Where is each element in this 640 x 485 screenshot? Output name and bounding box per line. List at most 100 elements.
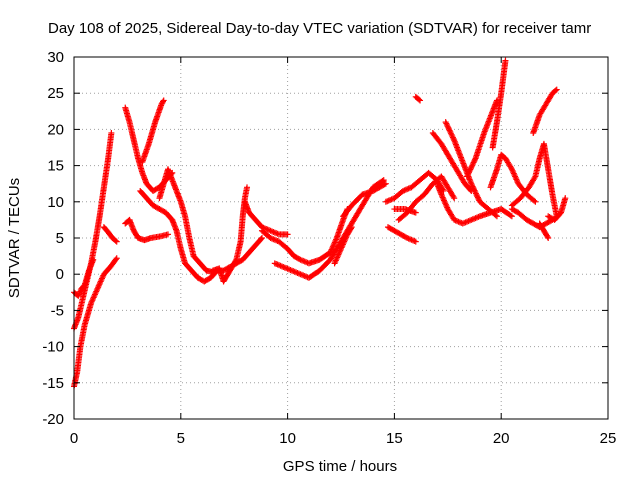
x-tick-label: 25 bbox=[600, 430, 617, 447]
data-point bbox=[160, 98, 166, 105]
data-point bbox=[447, 130, 454, 137]
data-point bbox=[470, 159, 477, 166]
data-point bbox=[531, 174, 538, 181]
data-point bbox=[492, 212, 499, 219]
y-tick-label: 20 bbox=[47, 121, 64, 138]
data-point bbox=[471, 156, 478, 163]
data-point bbox=[465, 169, 472, 176]
data-track bbox=[214, 235, 265, 274]
data-point bbox=[380, 177, 387, 184]
data-point bbox=[381, 181, 388, 188]
data-point bbox=[471, 187, 478, 194]
data-track bbox=[71, 255, 120, 390]
data-point bbox=[417, 97, 424, 104]
data-point bbox=[108, 130, 115, 137]
data-track bbox=[156, 166, 216, 276]
x-tick-label: 5 bbox=[177, 430, 185, 447]
data-track bbox=[536, 220, 552, 241]
data-track bbox=[382, 169, 447, 205]
data-point bbox=[445, 126, 452, 133]
x-axis-label: GPS time / hours bbox=[283, 458, 397, 475]
data-track bbox=[100, 224, 120, 245]
data-track bbox=[508, 140, 560, 220]
grid bbox=[74, 57, 608, 419]
x-tick-label: 10 bbox=[279, 430, 296, 447]
data-track bbox=[241, 198, 291, 238]
data-point bbox=[468, 163, 475, 170]
data-point bbox=[468, 180, 475, 187]
y-tick-label: -5 bbox=[51, 302, 64, 319]
y-tick-label: 10 bbox=[47, 194, 64, 211]
data-track bbox=[391, 206, 419, 216]
data-track bbox=[340, 180, 389, 220]
data-track bbox=[331, 224, 355, 267]
data-track bbox=[139, 97, 167, 165]
x-tick-label: 20 bbox=[493, 430, 510, 447]
data-point bbox=[446, 127, 453, 134]
data-point bbox=[474, 193, 481, 200]
data-point bbox=[296, 255, 303, 262]
data-point bbox=[470, 186, 477, 193]
data-point bbox=[442, 119, 449, 126]
data-track bbox=[442, 119, 500, 220]
data-track bbox=[429, 130, 475, 194]
data-point bbox=[160, 97, 167, 104]
data-point bbox=[474, 194, 481, 201]
data-point bbox=[502, 57, 509, 64]
data-point bbox=[382, 180, 389, 187]
data-point bbox=[449, 134, 456, 141]
y-tick-label: 30 bbox=[47, 49, 64, 66]
chart-title: Day 108 of 2025, Sidereal Day-to-day VTE… bbox=[48, 20, 591, 37]
data-point bbox=[552, 87, 559, 94]
data-track bbox=[530, 86, 560, 137]
data-point bbox=[450, 135, 457, 142]
data-track bbox=[122, 216, 171, 244]
data-point bbox=[562, 195, 569, 202]
data-point bbox=[553, 86, 560, 93]
data-point bbox=[347, 225, 354, 232]
data-track bbox=[271, 177, 387, 281]
data-point bbox=[469, 162, 476, 169]
data-point bbox=[412, 238, 419, 245]
data-point bbox=[470, 184, 477, 191]
y-tick-label: 5 bbox=[56, 230, 64, 247]
data-point bbox=[447, 128, 454, 135]
data-point bbox=[284, 231, 291, 238]
data-point bbox=[464, 173, 471, 180]
data-point bbox=[258, 235, 265, 241]
data-track bbox=[122, 104, 176, 194]
data-track bbox=[137, 187, 221, 285]
data-track bbox=[545, 195, 569, 223]
data-point bbox=[469, 160, 476, 167]
data-point bbox=[464, 172, 471, 179]
data-point bbox=[507, 212, 514, 219]
data-point bbox=[493, 213, 500, 220]
data-point bbox=[469, 183, 476, 190]
data-point bbox=[412, 209, 419, 216]
y-tick-label: 15 bbox=[47, 158, 64, 175]
y-tick-label: -20 bbox=[42, 411, 64, 428]
data-point bbox=[508, 213, 515, 220]
data-point bbox=[244, 184, 251, 191]
x-tick-label: 0 bbox=[70, 430, 78, 447]
x-tick-label: 15 bbox=[386, 430, 403, 447]
y-tick-label: -10 bbox=[42, 339, 64, 356]
data-point bbox=[545, 235, 552, 241]
data-point bbox=[450, 193, 457, 200]
data-track bbox=[489, 57, 509, 151]
y-tick-label: 0 bbox=[56, 266, 64, 283]
data-track bbox=[464, 97, 500, 180]
data-point bbox=[113, 255, 120, 262]
data-point bbox=[445, 124, 452, 131]
data-point bbox=[402, 234, 409, 241]
data-point bbox=[471, 158, 478, 165]
y-tick-label: -15 bbox=[42, 375, 64, 392]
data-point bbox=[466, 167, 473, 174]
y-tick-label: 25 bbox=[47, 85, 64, 102]
data-point bbox=[449, 133, 456, 140]
data-point bbox=[475, 196, 482, 203]
data-point bbox=[465, 170, 472, 177]
